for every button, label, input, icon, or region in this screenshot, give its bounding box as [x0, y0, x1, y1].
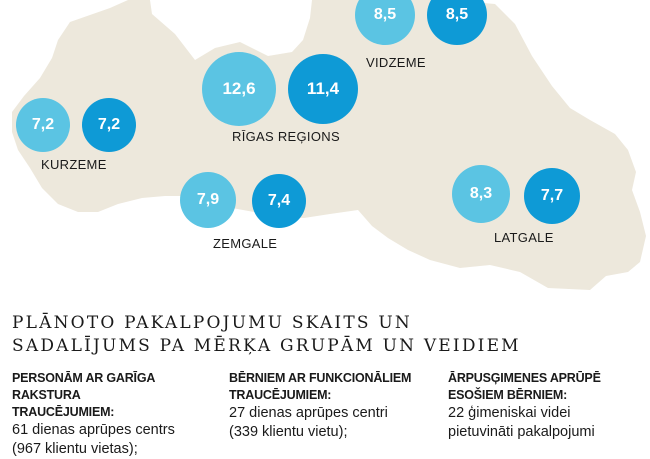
region-rigas-actual-value: 11,4 — [306, 79, 340, 98]
region-kurzeme-label: KURZEME — [41, 157, 107, 172]
column-mental-disabilities: PERSONĀM AR GARĪGA RAKSTURA TRAUCĒJUMIEM… — [12, 370, 222, 459]
column-title-line2: ESOŠIEM BĒRNIEM: — [448, 388, 568, 402]
region-latgale-planned-bubble: 8,3 — [452, 165, 510, 223]
region-latgale-planned-value: 8,3 — [469, 185, 493, 202]
column-body: 27 dienas aprūpes centri (339 klientu vi… — [229, 405, 388, 440]
region-zemgale-planned-value: 7,9 — [196, 191, 220, 208]
column-functional-disabilities: BĒRNIEM AR FUNKCIONĀLIEM TRAUCĒJUMIEM: 2… — [229, 370, 439, 442]
region-vidzeme-actual-value: 8,5 — [445, 6, 469, 23]
column-title: PERSONĀM AR GARĪGA RAKSTURA TRAUCĒJUMIEM… — [12, 370, 222, 421]
region-zemgale-planned-bubble: 7,9 — [180, 172, 236, 228]
column-title: ĀRPUSĢIMENES APRŪPĒ ESOŠIEM BĒRNIEM: — [448, 370, 650, 404]
column-out-of-family-care: ĀRPUSĢIMENES APRŪPĒ ESOŠIEM BĒRNIEM: 22 … — [448, 370, 650, 442]
region-vidzeme-label: VIDZEME — [366, 55, 426, 70]
region-kurzeme-planned-bubble: 7,2 — [16, 98, 70, 152]
column-title-line1: ĀRPUSĢIMENES APRŪPĒ — [448, 371, 601, 385]
region-rigas-planned-bubble: 12,6 — [202, 52, 276, 126]
latvia-regions-map: 8,5 8,5 VIDZEME 12,6 11,4 RĪGAS REĢIONS … — [12, 0, 646, 290]
region-kurzeme-actual-bubble: 7,2 — [82, 98, 136, 152]
column-title-line1: PERSONĀM AR GARĪGA RAKSTURA — [12, 371, 155, 402]
region-latgale-label: LATGALE — [494, 230, 554, 245]
region-rigas-label: RĪGAS REĢIONS — [232, 129, 340, 144]
column-title: BĒRNIEM AR FUNKCIONĀLIEM TRAUCĒJUMIEM: — [229, 370, 439, 404]
region-latgale-actual-value: 7,7 — [540, 187, 564, 204]
section-heading: PLĀNOTO PAKALPOJUMU SKAITS UN SADALĪJUMS… — [12, 312, 642, 358]
column-body: 61 dienas aprūpes centrs (967 klientu vi… — [12, 422, 175, 457]
region-kurzeme-actual-value: 7,2 — [97, 116, 121, 133]
region-latgale-actual-bubble: 7,7 — [524, 168, 580, 224]
region-zemgale-actual-value: 7,4 — [267, 192, 291, 209]
region-kurzeme-planned-value: 7,2 — [31, 116, 55, 133]
latvia-outline — [12, 0, 646, 290]
column-title-line2: TRAUCĒJUMIEM: — [229, 388, 332, 402]
region-rigas-planned-value: 12,6 — [222, 79, 256, 98]
column-title-line1: BĒRNIEM AR FUNKCIONĀLIEM — [229, 371, 412, 385]
column-body: 22 ģimeniskai videi pietuvināti pakalpoj… — [448, 405, 595, 440]
section-heading-line2: SADALĪJUMS PA MĒRĶA GRUPĀM UN VEIDIEM — [12, 336, 521, 356]
column-title-line2: TRAUCĒJUMIEM: — [12, 405, 115, 419]
region-rigas-actual-bubble: 11,4 — [288, 54, 358, 124]
region-vidzeme-planned-value: 8,5 — [373, 6, 397, 23]
section-heading-line1: PLĀNOTO PAKALPOJUMU SKAITS UN — [12, 313, 412, 333]
region-zemgale-label: ZEMGALE — [213, 236, 278, 251]
region-zemgale-actual-bubble: 7,4 — [252, 174, 306, 228]
